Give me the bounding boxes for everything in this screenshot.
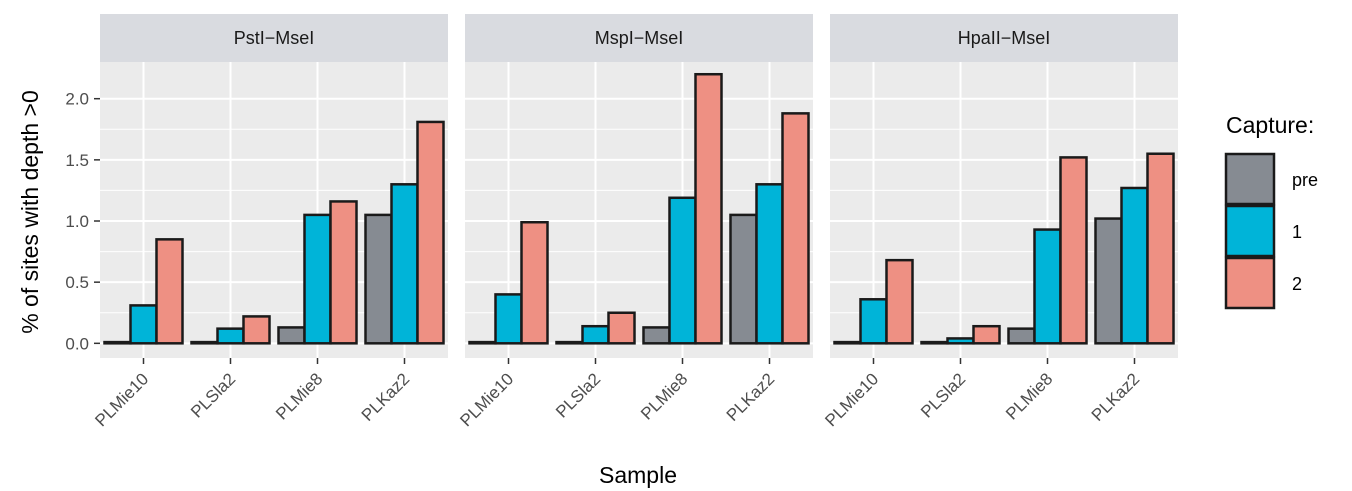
x-tick-label: PLKaz2: [1088, 369, 1144, 425]
x-tick-label: PLSla2: [187, 369, 239, 421]
bar-capture-2: [972, 324, 1001, 345]
bar-capture-1: [755, 183, 784, 345]
facet-strip: [830, 14, 1178, 62]
facet-strip: [465, 14, 813, 62]
bar-capture-1: [1120, 186, 1149, 345]
legend-label: 2: [1292, 274, 1302, 294]
bar-capture-1: [581, 324, 610, 345]
bar-capture-2: [607, 311, 636, 345]
facet-strip-label: PstI−MseI: [234, 28, 315, 48]
bar-pre: [555, 340, 584, 345]
legend: Capture: pre 1 2: [1224, 112, 1318, 310]
y-axis-title: % of sites with depth >0: [17, 90, 43, 334]
bar-capture-2: [520, 220, 549, 345]
legend-label: 1: [1292, 222, 1302, 242]
legend-title: Capture:: [1226, 112, 1314, 138]
facet-strip-label: HpaII−MseI: [958, 28, 1051, 48]
x-tick-label: PLMie8: [637, 369, 691, 423]
x-tick-label: PLMie10: [91, 369, 152, 430]
y-axis: 0.0 0.5 1.0 1.5 2.0: [65, 90, 100, 353]
facet-panel: HpaII−MseI PLMie10 PLSla2 PLMie8 PLKaz2: [821, 14, 1178, 430]
x-axis-title: Sample: [599, 462, 677, 488]
bar-capture-2: [242, 315, 271, 345]
bar-capture-1: [129, 304, 158, 345]
bar-capture-1: [1033, 228, 1062, 345]
facet-strip: [100, 14, 448, 62]
bar-pre: [920, 340, 949, 345]
bar-pre: [729, 213, 758, 345]
bar-pre: [833, 340, 862, 345]
bar-capture-2: [1059, 156, 1088, 345]
bar-pre: [364, 213, 393, 345]
legend-label: pre: [1292, 170, 1318, 190]
legend-key-capture-1: [1224, 204, 1276, 258]
bar-capture-1: [390, 183, 419, 345]
bar-capture-1: [216, 327, 245, 345]
bar-pre: [642, 326, 671, 345]
bar-capture-2: [155, 238, 184, 345]
bar-pre: [1007, 327, 1036, 345]
bar-pre: [277, 326, 306, 345]
x-tick-label: PLMie8: [272, 369, 326, 423]
bar-capture-1: [303, 213, 332, 345]
x-tick-label: PLMie8: [1002, 369, 1056, 423]
x-tick-label: PLKaz2: [358, 369, 414, 425]
x-tick-label: PLMie10: [821, 369, 882, 430]
bar-capture-1: [668, 196, 697, 345]
bar-capture-1: [859, 298, 888, 345]
bar-pre: [1094, 217, 1123, 345]
bar-capture-1: [494, 293, 523, 345]
bar-pre: [468, 340, 497, 345]
y-tick-label: 0.0: [65, 334, 89, 353]
bar-pre: [190, 340, 219, 345]
x-tick-label: PLMie10: [456, 369, 517, 430]
facet-panel: MspI−MseI PLMie10 PLSla2 PLMie8 PLKaz2: [456, 14, 813, 430]
bar-capture-1: [946, 337, 975, 345]
bar-pre: [103, 340, 132, 345]
facet-panel: PstI−MseI PLMie10 PLSla2 PLMie8 PLKaz2: [91, 14, 448, 430]
bar-capture-2: [694, 72, 723, 345]
bar-capture-2: [1146, 152, 1175, 345]
legend-key-pre: [1224, 152, 1276, 206]
y-tick-label: 1.5: [65, 151, 89, 170]
legend-key-capture-2: [1224, 256, 1276, 310]
x-tick-label: PLSla2: [552, 369, 604, 421]
bar-capture-2: [885, 258, 914, 345]
y-tick-label: 1.0: [65, 212, 89, 231]
bar-capture-2: [329, 200, 358, 345]
facet-strip-label: MspI−MseI: [595, 28, 684, 48]
x-tick-label: PLKaz2: [723, 369, 779, 425]
y-tick-label: 0.5: [65, 273, 89, 292]
bar-capture-2: [781, 112, 810, 345]
x-tick-label: PLSla2: [917, 369, 969, 421]
bar-capture-2: [416, 120, 445, 345]
y-tick-label: 2.0: [65, 90, 89, 109]
